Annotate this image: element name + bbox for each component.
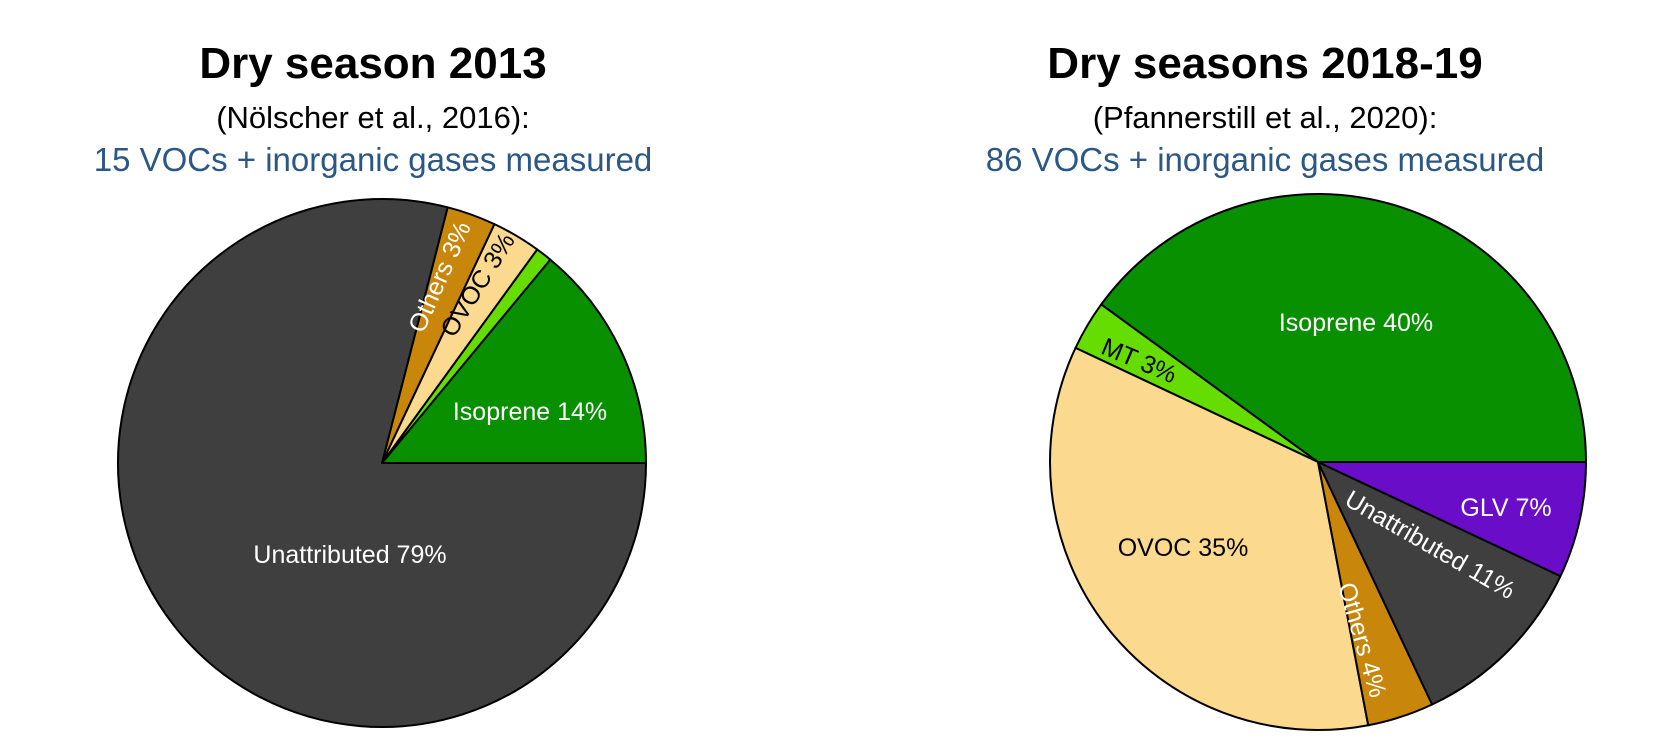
chart-subtitle-right: (Pfannerstill et al., 2020): bbox=[1092, 100, 1438, 135]
slice-label-isoprene: Isoprene 40% bbox=[1279, 309, 1433, 337]
pie-slice-ovoc bbox=[1049, 346, 1370, 731]
slice-label-glv: GLV 7% bbox=[1460, 494, 1551, 522]
pie-slice-isoprene bbox=[1100, 193, 1587, 463]
pie-slice-unattributed bbox=[117, 198, 647, 728]
pie-slice-glv bbox=[1317, 461, 1587, 578]
slice-label-ovoc: OVOC 35% bbox=[1118, 534, 1249, 562]
pie-dry-seasons-2018-19: Isoprene 40%MT 3%OVOC 35%Others 4%Unattr… bbox=[1049, 193, 1587, 731]
chart-header-right: Dry seasons 2018-19 (Pfannerstill et al.… bbox=[915, 38, 1615, 180]
chart-header-left: Dry season 2013 (Nölscher et al., 2016):… bbox=[23, 38, 723, 180]
chart-title-left: Dry season 2013 bbox=[199, 39, 547, 88]
pie-slice-unattributed bbox=[1317, 461, 1562, 706]
slice-label-unattributed: Unattributed 79% bbox=[253, 541, 446, 569]
chart-title-right: Dry seasons 2018-19 bbox=[1047, 39, 1483, 88]
pie-slice-isoprene bbox=[381, 258, 647, 464]
chart-annotation-left: 15 VOCs + inorganic gases measured bbox=[93, 141, 653, 178]
slice-label-isoprene: Isoprene 14% bbox=[453, 398, 607, 426]
pie-dry-season-2013: Isoprene 14%OVOC 3%Others 3%Unattributed… bbox=[117, 198, 647, 728]
chart-annotation-right: 86 VOCs + inorganic gases measured bbox=[985, 141, 1545, 178]
chart-subtitle-left: (Nölscher et al., 2016): bbox=[216, 100, 530, 135]
